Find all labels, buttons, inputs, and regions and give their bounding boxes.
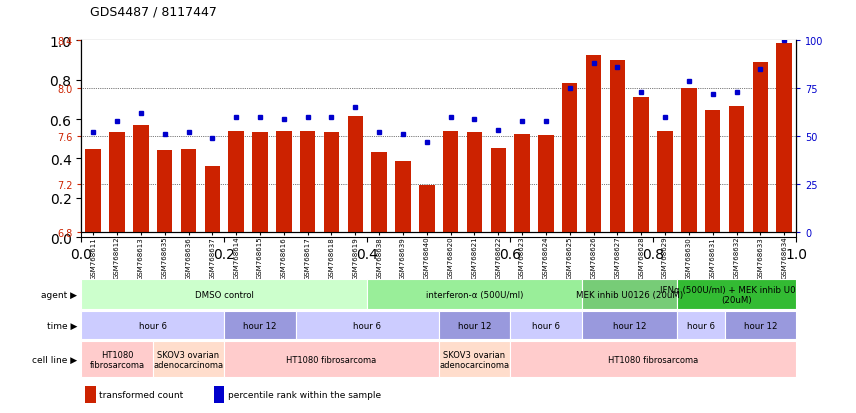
Bar xyxy=(728,107,744,232)
Bar xyxy=(296,311,438,339)
Bar xyxy=(510,311,581,339)
Bar xyxy=(110,133,125,232)
Bar xyxy=(681,89,697,232)
Bar xyxy=(213,386,224,403)
Bar xyxy=(776,44,792,232)
Text: HT1080 fibrosarcoma: HT1080 fibrosarcoma xyxy=(287,355,377,364)
Bar xyxy=(443,132,458,232)
Text: transformed count: transformed count xyxy=(99,390,183,399)
Bar xyxy=(581,280,677,310)
Text: HT1080
fibrosarcoma: HT1080 fibrosarcoma xyxy=(90,350,145,369)
Text: SKOV3 ovarian
adenocarcinoma: SKOV3 ovarian adenocarcinoma xyxy=(439,350,509,369)
Bar xyxy=(395,162,411,232)
Text: interferon-α (500U/ml): interferon-α (500U/ml) xyxy=(425,290,523,299)
Bar xyxy=(467,133,482,232)
Bar xyxy=(419,185,435,232)
Bar xyxy=(224,311,296,339)
Text: hour 12: hour 12 xyxy=(243,321,276,330)
Bar xyxy=(538,135,554,232)
Text: MEK inhib U0126 (20uM): MEK inhib U0126 (20uM) xyxy=(576,290,683,299)
Bar xyxy=(705,110,721,232)
Bar xyxy=(677,280,796,310)
Bar xyxy=(81,280,367,310)
Bar xyxy=(438,311,510,339)
Bar xyxy=(348,116,363,232)
Bar xyxy=(562,84,578,232)
Bar xyxy=(438,342,510,377)
Bar xyxy=(490,149,506,232)
Bar xyxy=(633,97,649,232)
Bar xyxy=(586,56,601,232)
Bar xyxy=(324,133,339,232)
Text: cell line ▶: cell line ▶ xyxy=(32,355,77,364)
Text: SKOV3 ovarian
adenocarcinoma: SKOV3 ovarian adenocarcinoma xyxy=(153,350,223,369)
Text: hour 12: hour 12 xyxy=(744,321,777,330)
Bar xyxy=(86,150,101,232)
Bar xyxy=(657,132,673,232)
Bar xyxy=(581,311,677,339)
Bar xyxy=(372,152,387,232)
Bar xyxy=(205,166,220,232)
Bar xyxy=(134,126,149,232)
Text: IFNα (500U/ml) + MEK inhib U0126
(20uM): IFNα (500U/ml) + MEK inhib U0126 (20uM) xyxy=(661,285,812,304)
Text: hour 12: hour 12 xyxy=(613,321,646,330)
Bar xyxy=(229,132,244,232)
Bar xyxy=(724,311,796,339)
Bar xyxy=(181,150,196,232)
Text: agent ▶: agent ▶ xyxy=(41,290,77,299)
Bar xyxy=(152,342,224,377)
Text: hour 6: hour 6 xyxy=(687,321,715,330)
Bar xyxy=(81,311,224,339)
Bar xyxy=(367,280,581,310)
Bar xyxy=(85,386,96,403)
Text: hour 6: hour 6 xyxy=(354,321,381,330)
Text: HT1080 fibrosarcoma: HT1080 fibrosarcoma xyxy=(608,355,698,364)
Bar xyxy=(677,311,724,339)
Bar xyxy=(276,132,292,232)
Bar xyxy=(300,132,315,232)
Text: GDS4487 / 8117447: GDS4487 / 8117447 xyxy=(90,6,217,19)
Text: DMSO control: DMSO control xyxy=(195,290,253,299)
Text: hour 6: hour 6 xyxy=(139,321,167,330)
Bar xyxy=(224,342,438,377)
Text: time ▶: time ▶ xyxy=(47,321,77,330)
Text: hour 6: hour 6 xyxy=(532,321,560,330)
Text: percentile rank within the sample: percentile rank within the sample xyxy=(228,390,381,399)
Bar xyxy=(510,342,796,377)
Bar xyxy=(157,151,172,232)
Bar xyxy=(514,134,530,232)
Bar xyxy=(752,63,768,232)
Bar xyxy=(81,342,152,377)
Bar xyxy=(609,60,625,232)
Text: hour 12: hour 12 xyxy=(458,321,491,330)
Bar xyxy=(253,133,268,232)
